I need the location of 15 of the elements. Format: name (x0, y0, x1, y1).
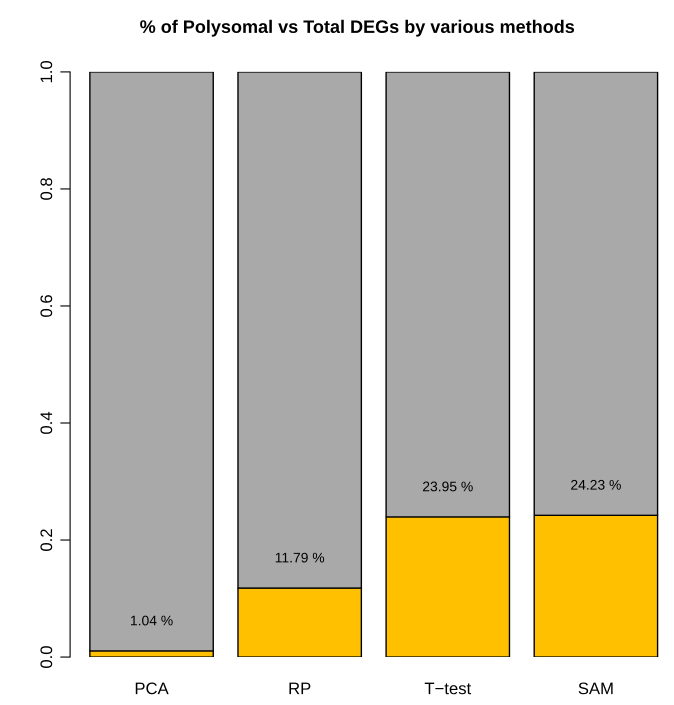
text: 0.6 (40, 295, 52, 317)
text: 0.0 (40, 646, 52, 668)
text: 0.8 (40, 178, 52, 200)
data-label: 23.95 % (423, 482, 473, 492)
x-tick-label: T−test (424, 682, 472, 694)
text: 0.4 (40, 412, 52, 434)
x-tick-label: SAM (578, 682, 613, 694)
x-tick-label: PCA (136, 682, 169, 694)
text: 0.2 (40, 529, 52, 551)
x-tick-label: RP (289, 682, 310, 694)
text: 1.0 (40, 60, 52, 82)
data-label: 1.04 % (131, 616, 173, 626)
data-label: 11.79 % (276, 552, 324, 563)
chart-title: % of Polysomal vs Total DEGs by various methods (140, 20, 574, 37)
data-label: 24.23 % (571, 480, 621, 490)
